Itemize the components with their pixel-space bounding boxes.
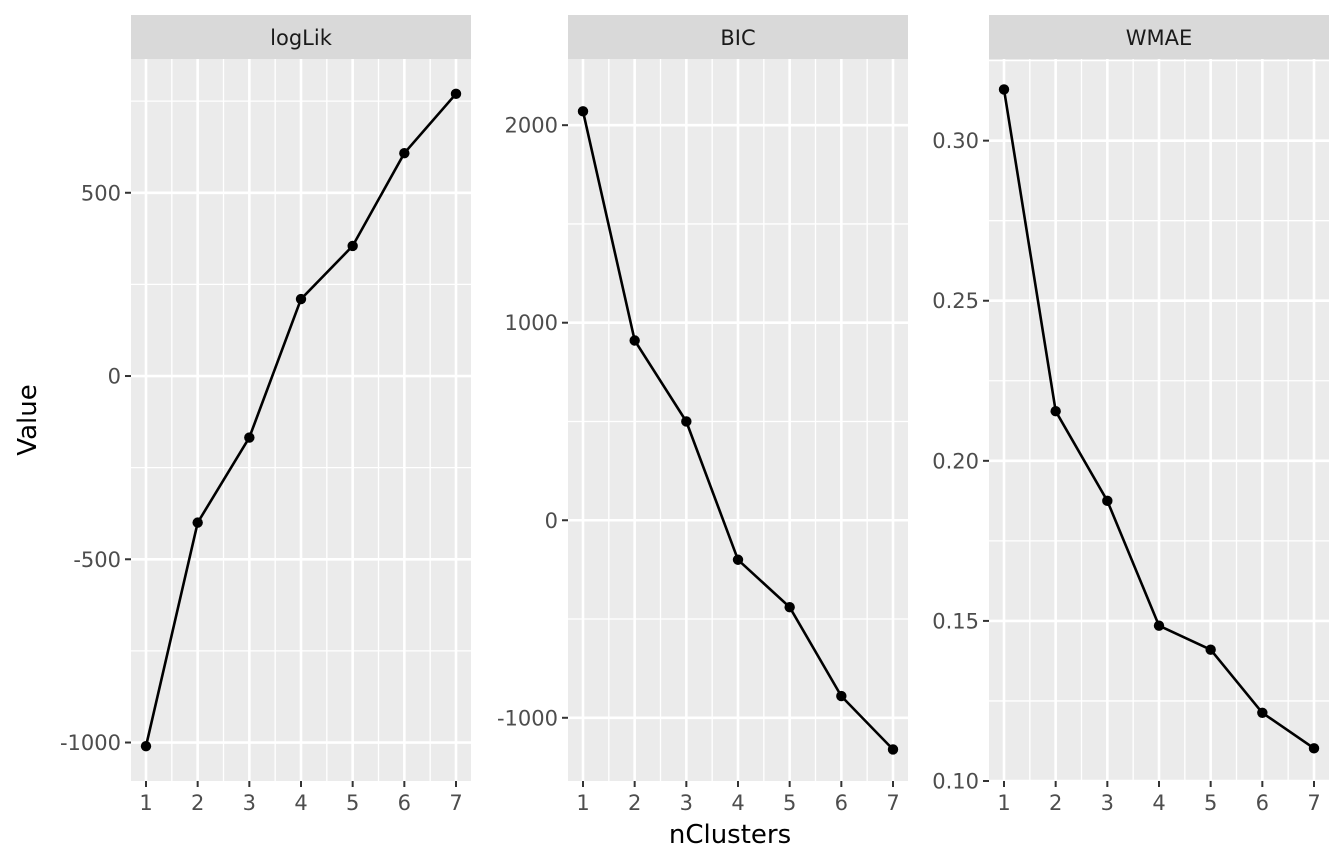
- x-tick-label: 5: [346, 791, 359, 815]
- x-tick-label: 6: [1256, 791, 1269, 815]
- x-tick-label: 2: [191, 791, 204, 815]
- data-point: [140, 740, 152, 752]
- data-point: [681, 416, 692, 427]
- data-point: [629, 335, 640, 346]
- y-tick-label: 0: [108, 365, 121, 389]
- data-point: [784, 601, 795, 613]
- data-point: [399, 147, 410, 159]
- x-tick-label: 7: [1307, 791, 1320, 815]
- y-axis-title: Value: [13, 384, 43, 455]
- y-tick-label: 0.25: [932, 289, 979, 313]
- data-point: [450, 88, 462, 100]
- facet-strip: [131, 15, 471, 59]
- panel-loglik: logLik -1000 -500 0 500 1 2 3 4 5 6 7: [60, 15, 471, 815]
- y-tick-label: 0.20: [932, 449, 979, 473]
- data-point: [1102, 495, 1113, 507]
- x-tick-label: 6: [398, 791, 411, 815]
- x-tick-label: 7: [886, 791, 899, 815]
- x-tick-label: 2: [1049, 791, 1062, 815]
- panel-wmae: WMAE 0.10 0.15 0.20 0.25 0.30 1 2 3 4 5 6 7: [932, 15, 1329, 815]
- x-axis-title: nClusters: [669, 820, 791, 850]
- data-point: [295, 293, 307, 305]
- facet-panels: logLik -1000 -500 0 500 1 2 3 4 5 6 7 BIC -1000 0 1000 2…: [60, 15, 1329, 815]
- y-tick-label: 1000: [505, 311, 558, 335]
- data-point: [1205, 644, 1216, 655]
- x-tick-label: 2: [628, 791, 641, 815]
- y-tick-label: 0.30: [932, 129, 979, 153]
- y-tick-label: 500: [81, 181, 121, 205]
- x-tick-label: 1: [576, 791, 589, 815]
- data-point: [577, 106, 589, 117]
- facet-strip: [568, 15, 908, 59]
- x-tick-label: 6: [835, 791, 848, 815]
- y-tick-label: 0: [545, 509, 558, 533]
- facet-strip-label: BIC: [720, 26, 755, 50]
- x-tick-label: 5: [783, 791, 796, 815]
- facet-strip: [989, 15, 1329, 59]
- data-point: [836, 690, 847, 702]
- data-point: [887, 744, 899, 755]
- x-tick-label: 4: [731, 791, 744, 815]
- data-point: [1257, 707, 1268, 719]
- y-tick-label: -500: [73, 548, 121, 572]
- x-tick-label: 3: [680, 791, 693, 815]
- x-tick-label: 1: [997, 791, 1010, 815]
- y-tick-label: -1000: [497, 706, 558, 730]
- y-tick-label: 2000: [505, 114, 558, 138]
- x-tick-label: 1: [139, 791, 152, 815]
- x-tick-label: 3: [1101, 791, 1114, 815]
- x-tick-label: 3: [243, 791, 256, 815]
- data-point: [244, 432, 255, 443]
- y-tick-label: -1000: [60, 731, 121, 755]
- x-tick-label: 4: [1152, 791, 1165, 815]
- data-point: [1308, 743, 1320, 754]
- data-point: [192, 517, 203, 528]
- x-tick-label: 7: [449, 791, 462, 815]
- y-tick-label: 0.10: [932, 770, 979, 794]
- x-tick-label: 4: [294, 791, 307, 815]
- data-point: [1050, 405, 1061, 417]
- y-tick-label: 0.15: [932, 609, 979, 633]
- data-point: [998, 84, 1010, 95]
- data-point: [347, 240, 358, 252]
- facet-strip-label: logLik: [270, 26, 333, 50]
- panel-bic: BIC -1000 0 1000 2000 1 2 3 4 5 6 7: [497, 15, 908, 815]
- x-tick-label: 5: [1204, 791, 1217, 815]
- facet-strip-label: WMAE: [1126, 26, 1193, 50]
- data-point: [1153, 620, 1165, 631]
- data-point: [732, 554, 744, 565]
